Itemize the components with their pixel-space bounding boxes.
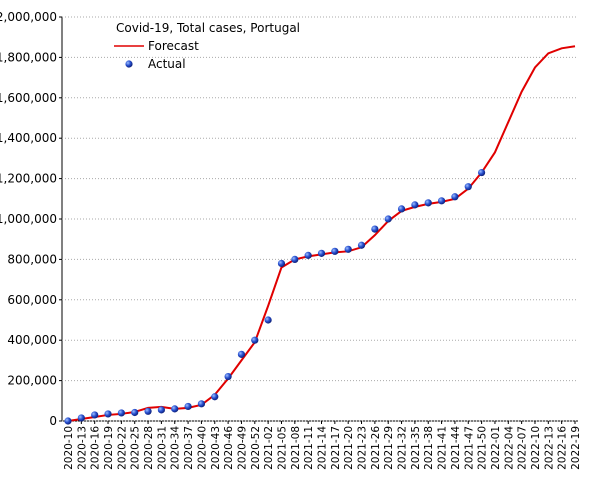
legend-label: Forecast <box>148 39 199 53</box>
actual-point <box>144 407 152 415</box>
actual-point <box>224 372 232 381</box>
x-tick-label: 2021-38 <box>423 426 435 470</box>
y-tick-label: 200,000 <box>7 374 57 388</box>
x-tick-label: 2020-31 <box>156 426 168 470</box>
actual-point <box>64 417 72 425</box>
actual-point <box>437 197 446 205</box>
actual-point <box>451 193 459 201</box>
x-tick-label: 2021-35 <box>410 426 422 470</box>
legend-swatch <box>125 60 133 68</box>
legend-title: Covid-19, Total cases, Portugal <box>116 21 300 35</box>
x-tick-label: 2021-44 <box>450 426 462 470</box>
x-tick-label: 2021-08 <box>290 426 302 470</box>
x-tick-label: 2020-13 <box>76 426 88 470</box>
x-tick-label: 2020-43 <box>210 426 222 470</box>
y-tick-label: 400,000 <box>7 333 57 347</box>
actual-point <box>371 225 379 233</box>
x-tick-label: 2020-28 <box>143 426 155 470</box>
x-tick-label: 2020-25 <box>130 426 142 470</box>
x-tick-label: 2022-07 <box>517 426 529 470</box>
actual-point <box>277 259 286 268</box>
x-tick-label: 2020-10 <box>63 426 75 470</box>
x-tick-label: 2020-22 <box>116 426 128 470</box>
y-tick-label: 600,000 <box>7 293 57 307</box>
x-tick-label: 2020-52 <box>250 426 262 470</box>
x-tick-label: 2022-04 <box>503 426 515 470</box>
x-tick-label: 2020-46 <box>223 426 235 470</box>
x-tick-label: 2022-13 <box>543 426 555 470</box>
x-tick-label: 2021-32 <box>397 426 409 470</box>
y-tick-label: 1,000,000 <box>0 212 57 226</box>
actual-point <box>357 241 366 249</box>
x-tick-label: 2021-41 <box>437 426 449 470</box>
actual-point <box>131 408 139 417</box>
actual-point <box>291 255 299 263</box>
x-tick-label: 2022-10 <box>530 426 542 470</box>
y-tick-label: 1,200,000 <box>0 172 57 186</box>
actual-point <box>157 406 165 414</box>
x-tick-label: 2022-19 <box>570 426 582 470</box>
actual-point <box>171 405 179 413</box>
actual-point <box>197 400 206 408</box>
actual-point <box>237 350 246 358</box>
actual-point <box>317 249 326 257</box>
x-tick-label: 2020-34 <box>170 426 182 470</box>
y-tick-label: 800,000 <box>7 252 57 266</box>
actual-point <box>424 199 432 207</box>
x-tick-label: 2021-05 <box>276 426 288 470</box>
actual-point <box>91 411 99 419</box>
x-tick-label: 2021-47 <box>463 426 475 470</box>
actual-point <box>264 316 272 324</box>
x-tick-label: 2021-11 <box>303 426 315 470</box>
x-tick-label: 2020-19 <box>103 426 115 470</box>
actual-point <box>331 247 339 255</box>
x-tick-label: 2020-37 <box>183 426 195 470</box>
actual-point <box>344 245 352 253</box>
x-tick-label: 2021-29 <box>383 426 395 470</box>
y-tick-label: 1,600,000 <box>0 91 57 105</box>
x-tick-label: 2021-17 <box>330 426 342 470</box>
actual-point <box>211 393 219 401</box>
y-tick-label: 1,400,000 <box>0 131 57 145</box>
actual-point <box>411 201 419 209</box>
x-tick-label: 2020-49 <box>236 426 248 470</box>
x-tick-label: 2020-16 <box>90 426 102 470</box>
actual-point <box>464 183 472 191</box>
x-tick-label: 2021-50 <box>477 426 489 470</box>
x-tick-label: 2022-01 <box>490 426 502 470</box>
actual-point <box>77 414 85 422</box>
x-tick-label: 2021-20 <box>343 426 355 470</box>
actual-point <box>184 402 192 411</box>
forecast-line <box>67 45 576 422</box>
x-tick-label: 2021-23 <box>357 426 369 470</box>
actual-point <box>304 251 312 259</box>
y-tick-label: 0 <box>49 414 57 428</box>
x-tick-label: 2021-14 <box>317 426 329 470</box>
actual-point <box>117 409 125 417</box>
x-tick-label: 2020-40 <box>196 426 208 470</box>
y-tick-label: 2,000,000 <box>0 10 57 24</box>
actual-point <box>397 205 406 213</box>
x-tick-label: 2021-26 <box>370 426 382 470</box>
x-tick-label: 2022-16 <box>557 426 569 470</box>
actual-point <box>384 215 392 223</box>
x-tick-label: 2021-02 <box>263 426 275 470</box>
actual-point <box>251 336 259 344</box>
legend-label: Actual <box>148 57 186 71</box>
actual-point <box>104 410 112 418</box>
y-tick-label: 1,800,000 <box>0 50 57 64</box>
actual-point <box>478 168 486 177</box>
